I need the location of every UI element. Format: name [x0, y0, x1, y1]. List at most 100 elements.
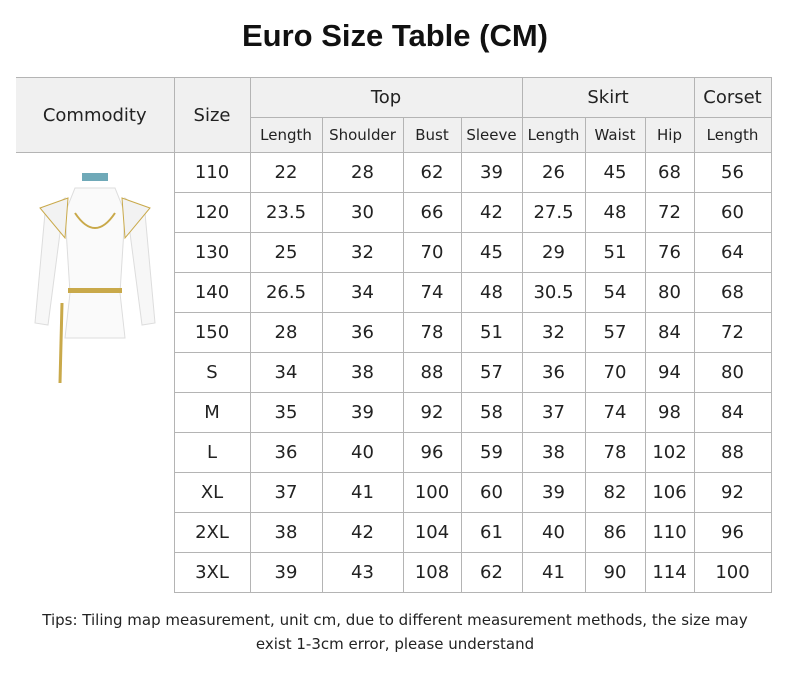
measurement-cell: 26 — [521, 152, 586, 193]
subheader-sleeve: Sleeve — [460, 117, 523, 153]
measurement-cell: 59 — [460, 432, 523, 473]
measurement-cell: 106 — [644, 472, 695, 513]
measurement-cell: 92 — [402, 392, 462, 433]
measurement-cell: 84 — [644, 312, 695, 353]
measurement-cell: 60 — [460, 472, 523, 513]
measurement-cell: 56 — [693, 152, 772, 193]
subheader-waist: Waist — [584, 117, 646, 153]
measurement-cell: 45 — [460, 232, 523, 273]
measurement-cell: 80 — [644, 272, 695, 313]
measurement-cell: 58 — [460, 392, 523, 433]
measurement-cell: 36 — [249, 432, 323, 473]
subheader-bust: Bust — [402, 117, 462, 153]
measurement-cell: 41 — [521, 552, 586, 593]
measurement-cell: 42 — [321, 512, 404, 553]
table-row: 2XL 38 42 104 61 40 86 110 96 — [16, 512, 772, 553]
header-size: Size — [173, 77, 251, 153]
measurement-cell: 42 — [460, 192, 523, 233]
measurement-cell: 41 — [321, 472, 404, 513]
table-row: 130 25 32 70 45 29 51 76 64 — [16, 232, 772, 273]
measurement-cell: 62 — [460, 552, 523, 593]
tips-line-2: exist 1-3cm error, please understand — [255, 635, 535, 653]
subheader-hip: Hip — [644, 117, 695, 153]
measurement-cell: 48 — [584, 192, 646, 233]
measurement-cell: 29 — [521, 232, 586, 273]
header-corset: Corset — [693, 77, 772, 118]
measurement-cell: 76 — [644, 232, 695, 273]
size-cell: XL — [173, 472, 251, 513]
measurement-cell: 80 — [693, 352, 772, 393]
measurement-cell: 100 — [402, 472, 462, 513]
measurement-cell: 72 — [644, 192, 695, 233]
measurement-cell: 39 — [521, 472, 586, 513]
measurement-cell: 70 — [402, 232, 462, 273]
measurement-cell: 39 — [249, 552, 323, 593]
measurement-cell: 78 — [402, 312, 462, 353]
measurement-cell: 57 — [460, 352, 523, 393]
measurement-cell: 25 — [249, 232, 323, 273]
measurement-cell: 35 — [249, 392, 323, 433]
measurement-cell: 96 — [693, 512, 772, 553]
measurement-cell: 74 — [402, 272, 462, 313]
size-cell: 2XL — [173, 512, 251, 553]
page-title: Euro Size Table (CM) — [241, 18, 548, 53]
measurement-cell: 86 — [584, 512, 646, 553]
measurement-cell: 114 — [644, 552, 695, 593]
measurement-cell: 40 — [321, 432, 404, 473]
measurement-cell: 40 — [521, 512, 586, 553]
measurement-cell: 51 — [584, 232, 646, 273]
table-row: L 36 40 96 59 38 78 102 88 — [16, 432, 772, 473]
measurement-cell: 39 — [460, 152, 523, 193]
measurement-cell: 100 — [693, 552, 772, 593]
measurement-cell: 74 — [584, 392, 646, 433]
measurement-cell: 23.5 — [249, 192, 323, 233]
measurement-cell: 70 — [584, 352, 646, 393]
size-table: Commodity Size Top Skirt Corset Length Sh… — [16, 77, 772, 593]
measurement-cell: 82 — [584, 472, 646, 513]
size-cell: 140 — [173, 272, 251, 313]
subheader-length: Length — [250, 117, 323, 153]
size-cell: 110 — [173, 152, 251, 193]
measurement-cell: 32 — [321, 232, 404, 273]
table-row: 120 23.5 30 66 42 27.5 48 72 60 — [16, 192, 772, 233]
header-commodity: Commodity — [16, 77, 175, 153]
subheader-shoulder: Shoulder — [321, 117, 404, 153]
table-row: 110 22 28 62 39 26 45 68 56 — [16, 152, 772, 593]
measurement-cell: 68 — [693, 272, 772, 313]
subheader-length: Length — [521, 117, 586, 153]
measurement-cell: 110 — [644, 512, 695, 553]
measurement-cell: 62 — [402, 152, 462, 193]
measurement-cell: 54 — [584, 272, 646, 313]
measurement-cell: 38 — [249, 512, 323, 553]
measurement-cell: 61 — [460, 512, 523, 553]
measurement-cell: 34 — [321, 272, 404, 313]
measurement-cell: 34 — [249, 352, 323, 393]
measurement-cell: 66 — [402, 192, 462, 233]
measurement-cell: 88 — [693, 432, 772, 473]
costume-illustration — [34, 173, 156, 384]
size-cell: L — [173, 432, 251, 473]
measurement-cell: 72 — [693, 312, 772, 353]
measurement-cell: 37 — [249, 472, 323, 513]
measurement-cell: 30 — [321, 192, 404, 233]
measurement-cell: 96 — [402, 432, 462, 473]
measurement-cell: 94 — [644, 352, 695, 393]
table-row: 3XL 39 43 108 62 41 90 114 100 — [16, 552, 772, 593]
measurement-cell: 28 — [321, 152, 404, 193]
table-row: M 35 39 92 58 37 74 98 84 — [16, 392, 772, 433]
table-row: 150 28 36 78 51 32 57 84 72 — [16, 312, 772, 353]
header-skirt: Skirt — [521, 77, 695, 118]
measurement-cell: 36 — [321, 312, 404, 353]
header-top: Top — [249, 77, 523, 118]
size-cell: 150 — [173, 312, 251, 353]
tips-line-1: Tips: Tiling map measurement, unit cm, d… — [42, 611, 748, 629]
measurement-cell: 37 — [521, 392, 586, 433]
measurement-cell: 43 — [321, 552, 404, 593]
measurement-cell: 39 — [321, 392, 404, 433]
commodity-image — [16, 152, 175, 593]
measurement-cell: 104 — [402, 512, 462, 553]
measurement-cell: 68 — [644, 152, 695, 193]
measurement-cell: 48 — [460, 272, 523, 313]
measurement-cell: 88 — [402, 352, 462, 393]
measurement-cell: 60 — [693, 192, 772, 233]
